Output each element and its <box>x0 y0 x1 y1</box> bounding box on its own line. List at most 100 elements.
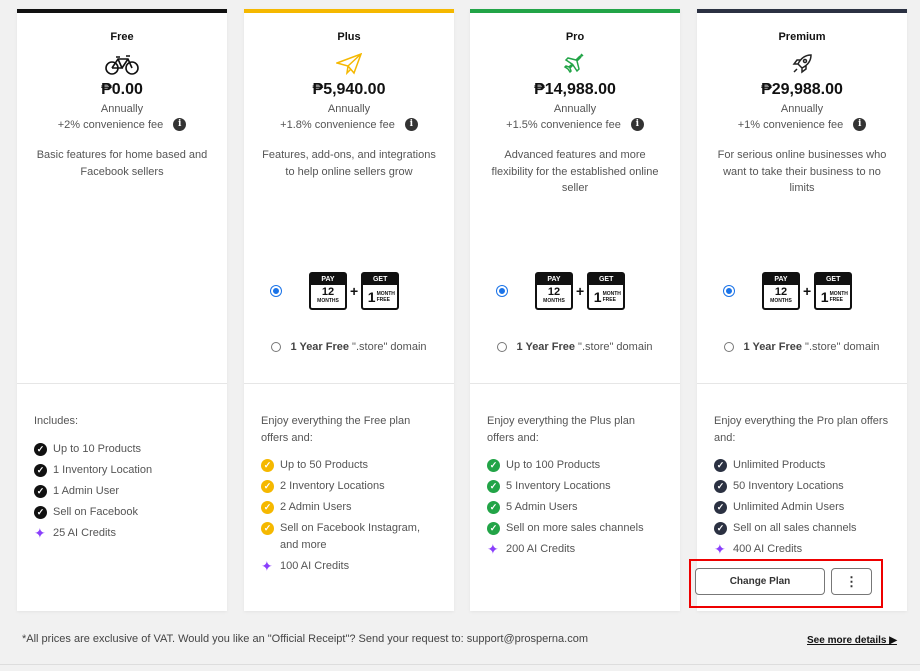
features-intro: Enjoy everything the Pro plan offers and… <box>714 415 889 444</box>
promo-radio[interactable] <box>271 286 281 296</box>
promo-option[interactable]: PAY 12 MONTHS + GET 1 MONTH FREE <box>470 272 680 310</box>
feature-text: 1 Inventory Location <box>53 463 153 476</box>
promo-radio[interactable] <box>724 286 734 296</box>
domain-option[interactable]: 1 Year Free ".store" domain <box>244 341 454 353</box>
convenience-fee: +2% convenience fee <box>57 118 164 131</box>
billing-period: Annually <box>553 103 597 115</box>
info-icon[interactable]: i <box>630 118 644 131</box>
get-label: GET <box>589 274 624 285</box>
domain-radio[interactable] <box>724 342 735 352</box>
check-circle-icon: ✓ <box>714 522 727 535</box>
features-intro: Includes: <box>34 415 79 427</box>
check-circle-icon: ✓ <box>34 484 47 498</box>
info-icon[interactable]: i <box>173 118 187 131</box>
get-unit: MONTH FREE <box>602 290 621 303</box>
domain-radio[interactable] <box>497 342 508 352</box>
get-unit: MONTH FREE <box>829 290 848 303</box>
info-icon[interactable]: i <box>404 118 418 131</box>
feature-item: ✓ 2 Admin Users <box>261 499 437 516</box>
check-circle-icon: ✓ <box>487 480 500 493</box>
domain-text: ".store" domain <box>802 341 880 353</box>
feature-item: ✓ Up to 10 Products <box>34 441 210 458</box>
check-circle-icon: ✓ <box>261 501 274 514</box>
feature-item: ✓ 1 Admin User <box>34 483 210 500</box>
feature-text: 50 Inventory Locations <box>733 480 844 492</box>
check-circle-icon: ✓ <box>487 459 500 472</box>
billing-period: Annually <box>780 103 824 115</box>
pay-unit: MONTHS <box>543 297 565 304</box>
promo-option[interactable]: PAY 12 MONTHS + GET 1 MONTH FREE <box>244 272 454 310</box>
domain-text: ".store" domain <box>349 341 427 353</box>
paper-plane-icon <box>244 51 454 77</box>
plan-price: ₱0.00 <box>101 81 143 98</box>
domain-radio[interactable] <box>271 342 282 352</box>
plan-price: ₱5,940.00 <box>312 81 386 98</box>
domain-bold: 1 Year Free <box>516 341 575 353</box>
feature-text: Sell on Facebook <box>53 505 138 518</box>
billing-period: Annually <box>327 103 371 115</box>
see-more-details-link[interactable]: See more details ▶ <box>807 635 897 646</box>
domain-option[interactable]: 1 Year Free ".store" domain <box>470 341 680 353</box>
check-circle-icon: ✓ <box>34 442 47 456</box>
get-label: GET <box>363 274 398 285</box>
feature-text: Unlimited Products <box>733 459 826 471</box>
billing-period: Annually <box>100 103 144 115</box>
pay-label: PAY <box>764 274 798 285</box>
plan-card-pro: Pro ₱14,988.00 Annually +1.5% convenienc… <box>470 9 680 611</box>
sparkle-icon: ✦ <box>487 541 499 557</box>
pay-number: 12 <box>547 285 561 298</box>
plan-name: Plus <box>337 31 361 43</box>
feature-text: 2 Inventory Locations <box>280 480 385 492</box>
plan-name: Free <box>110 31 134 43</box>
plan-description: For serious online businesses who want t… <box>717 149 887 194</box>
feature-item: ✓ Up to 100 Products <box>487 457 663 474</box>
feature-text: 2 Admin Users <box>280 501 352 513</box>
divider <box>0 664 920 665</box>
plan-description: Advanced features and more flexibility f… <box>491 149 659 194</box>
plan-name: Premium <box>778 31 826 43</box>
plan-price: ₱14,988.00 <box>534 81 616 98</box>
check-circle-icon: ✓ <box>34 463 47 477</box>
rocket-icon <box>697 51 907 77</box>
change-plan-button[interactable]: Change Plan <box>695 568 825 595</box>
get-unit: MONTH FREE <box>376 290 395 303</box>
features-intro: Enjoy everything the Free plan offers an… <box>261 415 411 444</box>
feature-text: Sell on Facebook Instagram, and more <box>280 522 421 551</box>
feature-item: ✓ Unlimited Products <box>714 457 890 474</box>
pay-label: PAY <box>537 274 571 285</box>
pay-number: 12 <box>774 285 788 298</box>
check-circle-icon: ✓ <box>34 505 47 519</box>
plus-sign: + <box>803 283 812 299</box>
feature-text: Up to 100 Products <box>506 459 601 471</box>
plan-name: Pro <box>565 31 585 43</box>
ai-credits-item: ✦ 100 AI Credits <box>261 558 437 575</box>
promo-radio[interactable] <box>497 286 507 296</box>
feature-item: ✓ Sell on Facebook <box>34 504 210 521</box>
plan-price: ₱29,988.00 <box>761 81 843 98</box>
feature-item: ✓ Sell on all sales channels <box>714 520 890 537</box>
convenience-fee: +1.5% convenience fee <box>506 118 621 131</box>
promo-option[interactable]: PAY 12 MONTHS + GET 1 MONTH FREE <box>697 272 907 310</box>
ai-credits: 400 AI Credits <box>733 543 803 555</box>
convenience-fee: +1.8% convenience fee <box>280 118 395 131</box>
domain-option[interactable]: 1 Year Free ".store" domain <box>697 341 907 353</box>
check-circle-icon: ✓ <box>714 501 727 514</box>
plan-card-premium: Premium ₱29,988.00 Annually +1% convenie… <box>689 9 907 611</box>
more-options-button[interactable]: ⋮ <box>831 568 872 595</box>
check-circle-icon: ✓ <box>261 480 274 493</box>
plan-card-free: Free ₱0.00 Annually +2% convenience fee i… <box>17 9 227 611</box>
info-icon[interactable]: i <box>853 118 867 131</box>
feature-item: ✓ Sell on more sales channels <box>487 520 663 537</box>
feature-item: ✓ Up to 50 Products <box>261 457 437 474</box>
plus-sign: + <box>350 283 359 299</box>
ai-credits: 200 AI Credits <box>506 543 576 555</box>
feature-item: ✓ 1 Inventory Location <box>34 462 210 479</box>
pay-number: 12 <box>321 285 335 298</box>
plan-description: Features, add-ons, and integrations to h… <box>262 149 436 178</box>
check-circle-icon: ✓ <box>261 522 274 535</box>
plus-sign: + <box>576 283 585 299</box>
feature-item: ✓ 50 Inventory Locations <box>714 478 890 495</box>
feature-text: Sell on more sales channels <box>506 522 644 534</box>
pay-label: PAY <box>311 274 345 285</box>
get-number: 1 <box>820 288 829 305</box>
